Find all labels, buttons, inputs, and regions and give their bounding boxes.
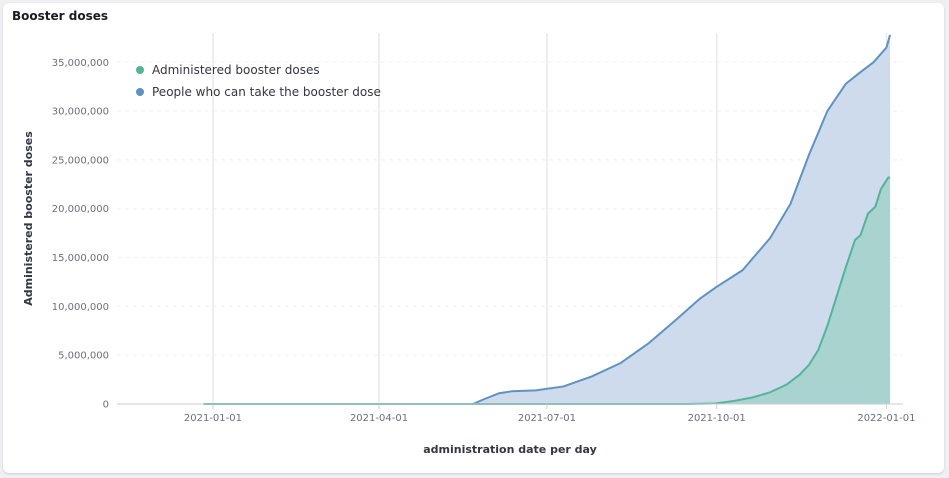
booster-doses-panel: Booster doses 0 5,000,000 10,000,000 15,000… — [3, 3, 944, 473]
x-axis-title: administration date per day — [423, 443, 597, 456]
y-axis-title: Administered booster doses — [22, 131, 35, 306]
booster-doses-chart: 0 5,000,000 10,000,000 15,000,000 20,000,000… — [3, 3, 944, 473]
legend-item-1[interactable]: People who can take the booster dose — [136, 85, 381, 99]
legend-swatch — [136, 88, 144, 96]
y-tick-label: 25,000,000 — [52, 155, 109, 166]
y-tick-label: 10,000,000 — [52, 302, 109, 313]
y-tick-label: 5,000,000 — [58, 351, 109, 362]
y-tick-label: 20,000,000 — [52, 204, 109, 215]
legend-swatch — [136, 66, 144, 74]
y-tick-label: 35,000,000 — [52, 58, 109, 69]
x-tick-label: 2021-01-01 — [184, 413, 242, 424]
y-tick-label: 15,000,000 — [52, 253, 109, 264]
y-tick-label: 30,000,000 — [52, 107, 109, 118]
x-tick-label: 2021-04-01 — [350, 413, 408, 424]
legend-item-0[interactable]: Administered booster doses — [136, 63, 320, 77]
x-tick-label: 2022-01-01 — [857, 413, 915, 424]
legend[interactable]: Administered booster doses People who can… — [136, 63, 381, 99]
legend-label: People who can take the booster dose — [152, 85, 381, 99]
legend-label: Administered booster doses — [152, 63, 320, 77]
y-tick-label: 0 — [103, 400, 109, 411]
x-tick-label: 2021-07-01 — [518, 413, 576, 424]
x-tick-label: 2021-10-01 — [688, 413, 746, 424]
